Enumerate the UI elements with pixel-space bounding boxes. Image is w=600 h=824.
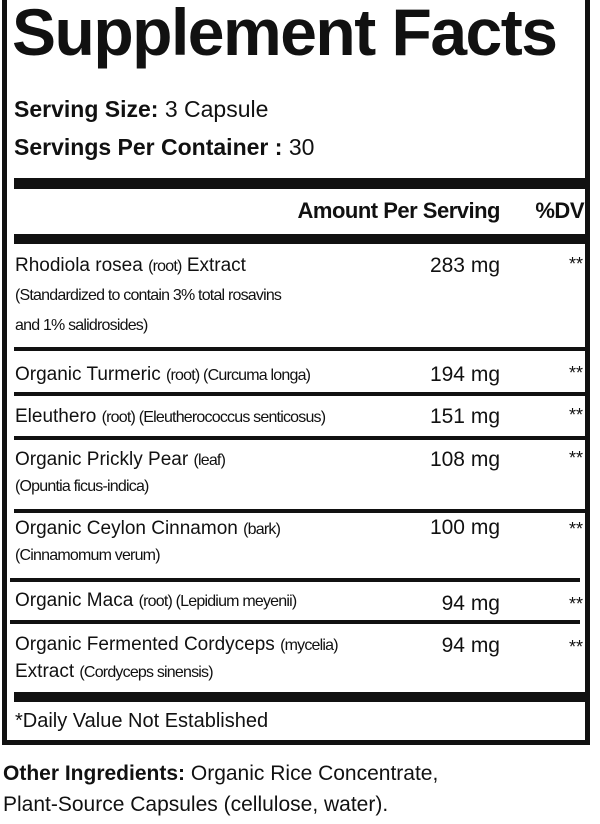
divider	[14, 509, 586, 513]
ingredient-dv: **	[568, 519, 583, 539]
ingredient-name: Organic Fermented Cordyceps (mycelia)	[15, 634, 339, 655]
divider	[14, 347, 586, 351]
ingredient-name: Organic Maca (root) (Lepidium meyenii)	[15, 590, 297, 611]
other-ingredients-line2: Plant-Source Capsules (cellulose, water)…	[3, 793, 389, 816]
serving-size-value: 3 Capsule	[164, 96, 269, 122]
servings-label: Servings Per Container :	[14, 134, 283, 160]
ingredient-amount: 151 mg	[429, 405, 500, 428]
ingredient-name-line2: Extract (Cordyceps sinensis)	[15, 661, 214, 682]
ingredient-name: Eleuthero (root) (Eleutherococcus sentic…	[15, 406, 326, 427]
ingredient-amount: 283 mg	[429, 254, 500, 277]
serving-size-label: Serving Size:	[14, 96, 159, 122]
other-ingredients: Other Ingredients: Organic Rice Concentr…	[3, 762, 438, 786]
divider-thick	[14, 234, 586, 244]
ingredient-name: Rhodiola rosea (root) Extract	[15, 255, 246, 276]
amount-header: Amount Per Serving	[297, 198, 501, 223]
dv-header: %DV	[535, 198, 584, 223]
divider-thick	[14, 178, 586, 189]
divider-thick	[14, 692, 586, 702]
ingredient-detail: (Standardized to contain 3% total rosavi…	[15, 287, 282, 304]
other-ingredients-line1: Organic Rice Concentrate,	[190, 762, 439, 785]
ingredient-dv: **	[568, 405, 583, 425]
panel-title: Supplement Facts	[12, 0, 558, 69]
servings-value: 30	[288, 134, 315, 160]
footnote: *Daily Value Not Established	[15, 710, 269, 732]
ingredient-amount: 94 mg	[441, 592, 500, 615]
ingredient-dv: **	[568, 254, 583, 274]
ingredient-detail: (Opuntia ficus-indica)	[15, 478, 149, 495]
ingredient-dv: **	[568, 637, 583, 657]
ingredient-name: Organic Ceylon Cinnamon (bark)	[15, 518, 281, 539]
ingredient-amount: 100 mg	[429, 516, 500, 539]
serving-size: Serving Size: 3 Capsule	[14, 96, 268, 123]
other-ingredients-label: Other Ingredients:	[3, 762, 186, 785]
ingredient-amount: 194 mg	[429, 363, 500, 386]
ingredient-dv: **	[568, 448, 583, 468]
servings-per-container: Servings Per Container : 30	[14, 134, 314, 161]
ingredient-dv: **	[568, 363, 583, 383]
supplement-facts-panel	[2, 0, 590, 745]
ingredient-name: Organic Turmeric (root) (Curcuma longa)	[15, 364, 311, 385]
ingredient-dv: **	[568, 594, 583, 614]
divider	[14, 392, 586, 396]
ingredient-detail: (Cinnamomum verum)	[15, 547, 161, 564]
ingredient-amount: 94 mg	[441, 634, 500, 657]
ingredient-name: Organic Prickly Pear (leaf)	[15, 449, 226, 470]
ingredient-amount: 108 mg	[429, 448, 500, 471]
ingredient-detail: and 1% salidrosides)	[15, 317, 148, 334]
divider	[10, 578, 580, 582]
divider	[10, 620, 580, 624]
divider	[14, 436, 586, 440]
